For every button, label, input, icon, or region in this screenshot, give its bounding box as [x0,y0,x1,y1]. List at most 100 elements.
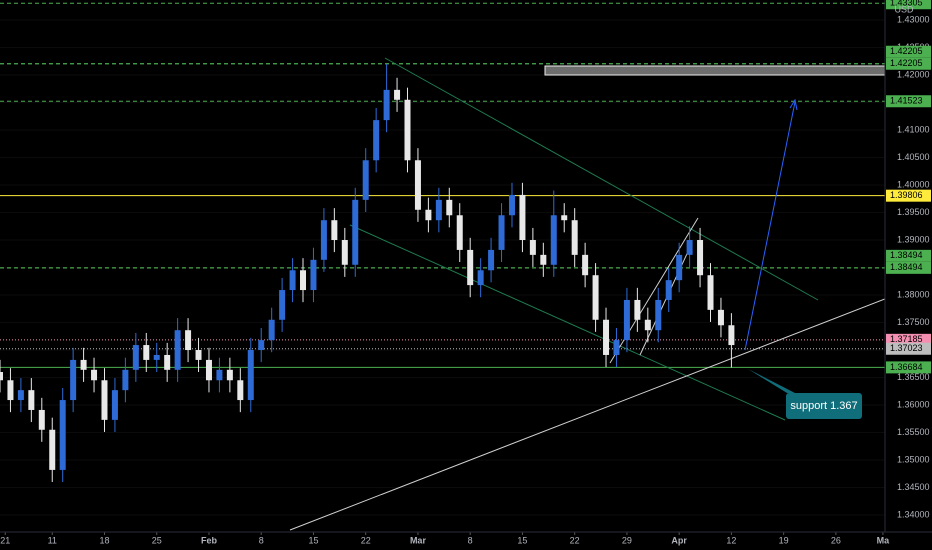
candle-body [435,199,442,221]
candle-body [185,330,192,351]
price-axis [885,0,932,550]
y-tick-label: 1.39500 [897,207,930,217]
candle-body [70,359,77,401]
candle-body [508,194,515,216]
currency-label: USD [894,4,914,14]
candle-body [571,220,578,255]
candles [0,64,735,483]
candle-body [383,89,390,121]
x-tick-label: 12 [726,535,736,545]
candle-body [132,345,139,370]
y-tick-label: 1.36500 [897,372,930,382]
candle-body [80,359,87,370]
candle-body [414,160,421,210]
channel-lower [349,224,786,421]
candle-body [49,429,56,470]
x-tick-label: 15 [308,535,318,545]
candle-body [717,309,724,326]
candle-body [728,325,735,346]
candle-body [529,240,536,255]
candle-body [59,400,66,470]
y-tick-label: 1.40500 [897,152,930,162]
candle-body [561,215,568,221]
candle-body [143,345,150,360]
candle-body [446,199,453,216]
candle-body [394,89,401,100]
candle-body [279,290,286,320]
level-label: 1.39806 [890,190,923,200]
candle-body [174,330,181,370]
candle-body [456,215,463,250]
candle-body [28,390,35,410]
level-label-box [886,57,931,70]
candle-body [258,340,265,351]
candle-body [320,220,327,260]
candle-body [38,409,45,430]
candle-body [226,369,233,381]
x-tick-label: 21 [0,535,10,545]
y-tick-label: 1.42000 [897,69,930,79]
candle-body [341,240,348,265]
y-tick-label: 1.36000 [897,399,930,409]
level-label-box [886,342,931,355]
candle-body [477,270,484,286]
callout-text: support 1.367 [790,400,857,412]
callout-box [786,393,862,419]
x-tick-label: 25 [152,535,162,545]
y-tick-label: 1.35000 [897,454,930,464]
x-tick-label: Feb [201,535,218,545]
level-label: 1.38494 [890,250,923,260]
candle-body [498,215,505,250]
candle-body [697,240,704,276]
candle-body [644,319,651,331]
candle-body [216,369,223,381]
x-tick-label: 15 [517,535,527,545]
candle-body [17,390,24,401]
candle-body [686,240,693,255]
candle-body [7,380,14,401]
candle-body [488,249,495,271]
x-tick-label: Apr [671,535,687,545]
x-tick-label: 26 [831,535,841,545]
level-label: 1.38494 [890,262,923,272]
uptrend-line [289,296,891,531]
candle-body [268,319,275,341]
candle-body [195,350,202,360]
candle-body [101,380,108,420]
level-label-box [886,0,931,10]
channel-upper [384,57,819,301]
candle-body [111,390,118,420]
candle-body [425,209,432,221]
candle-body [331,220,338,241]
candle-body [373,120,380,161]
level-label-box [886,189,931,202]
y-tick-label: 1.37500 [897,317,930,327]
drawings: support 1.367 [289,57,891,531]
candle-body [289,270,296,291]
candle-body [164,354,171,370]
y-tick-label: 1.34000 [897,509,930,519]
candle-body [655,299,662,331]
candle-body [613,340,620,355]
y-tick-label: 1.39000 [897,234,930,244]
level-label-box [886,249,931,262]
candle-body [404,99,411,161]
x-tick-label: 22 [361,535,371,545]
candle-body [122,369,129,391]
x-tick-label: 19 [779,535,789,545]
candle-body [310,259,317,291]
level-label-box [886,95,931,108]
candle-body [300,270,307,291]
candle-body [205,359,212,381]
candle-body [665,280,672,300]
x-tick-label: 22 [570,535,580,545]
candle-body [519,194,526,241]
candle-body [362,160,369,200]
resistance-zone [544,65,889,76]
x-tick-label: 11 [48,535,57,545]
level-label: 1.42205 [890,58,923,68]
level-label: 1.37023 [890,343,923,353]
y-tick-label: 1.38000 [897,289,930,299]
arrow-head [789,98,798,111]
